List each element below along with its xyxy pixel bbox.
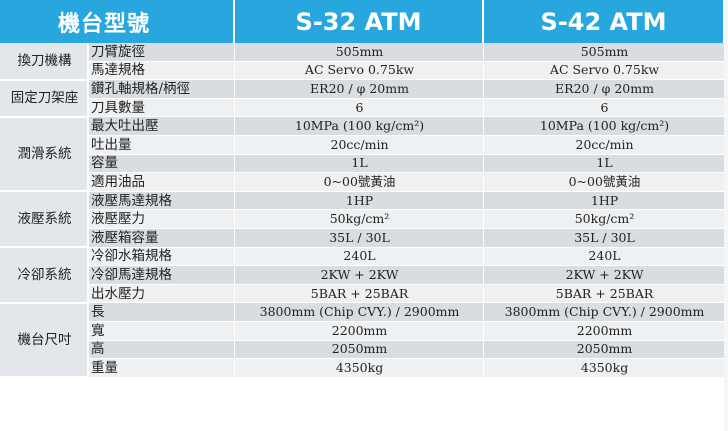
spec-value-s42: 10MPa (100 kg/cm²) — [483, 116, 725, 136]
table-row: 高 2050mm 2050mm — [0, 340, 725, 360]
spec-value-s42: 1L — [483, 154, 725, 174]
spec-value-s32: 50kg/cm² — [234, 209, 484, 229]
spec-value-s42: 50kg/cm² — [483, 209, 725, 229]
spec-value-s42: 2050mm — [483, 340, 725, 360]
spec-item-label: 適用油品 — [88, 172, 235, 192]
spec-value-s42: 2KW + 2KW — [483, 265, 725, 285]
spec-value-s32: 20cc/min — [234, 135, 484, 155]
spec-value-s32: 6 — [234, 98, 484, 118]
table-row: 馬達規格 AC Servo 0.75kw AC Servo 0.75kw — [0, 61, 725, 81]
spec-item-label: 液壓壓力 — [88, 209, 235, 229]
table-row: 換刀機構 刀臂旋徑 505mm 505mm — [0, 43, 725, 81]
spec-value-s32: 10MPa (100 kg/cm²) — [234, 116, 484, 136]
table-row: 潤滑系統 最大吐出壓 10MPa (100 kg/cm²) 10MPa (100 kg… — [0, 116, 725, 193]
table-row: 重量 4350kg 4350kg — [0, 358, 725, 378]
spec-value-s42: 4350kg — [483, 358, 725, 378]
spec-value-s42: 5BAR + 25BAR — [483, 284, 725, 304]
table-row: 固定刀架座 鑽孔軸規格/柄徑 ER20 / φ 20mm ER20 / φ 20mm — [0, 79, 725, 118]
spec-item-label: 冷卻馬達規格 — [88, 265, 235, 285]
spec-value-s42: AC Servo 0.75kw — [483, 61, 725, 81]
spec-value-s42: 1HP — [483, 191, 725, 211]
page-edge — [724, 0, 728, 431]
spec-item-label: 重量 — [88, 358, 235, 378]
spec-value-s32: 3800mm (Chip CVY.) / 2900mm — [234, 302, 484, 322]
spec-value-s32: 1HP — [234, 191, 484, 211]
table-body: 換刀機構 刀臂旋徑 505mm 505mm 馬達規格 AC Servo 0.75kw AC … — [0, 43, 725, 379]
spec-item-label: 馬達規格 — [88, 61, 235, 81]
spec-value-s32: 35L / 30L — [234, 228, 484, 248]
header-model-label: 機台型號 — [0, 0, 236, 43]
spec-item-label: 液壓馬達規格 — [88, 191, 235, 211]
spec-item-label: 長 — [88, 302, 235, 322]
table-row: 液壓箱容量 35L / 30L 35L / 30L — [0, 228, 725, 248]
spec-item-label: 高 — [88, 340, 235, 360]
group-label: 潤滑系統 — [0, 116, 89, 193]
spec-value-s42: 240L — [483, 247, 725, 267]
spec-value-s32: 2050mm — [234, 340, 484, 360]
group-label: 固定刀架座 — [0, 79, 89, 118]
spec-table: 機台型號 S-32 ATM S-42 ATM 換刀機構 刀臂旋徑 505mm 505m… — [0, 0, 726, 379]
spec-value-s32: 505mm — [234, 43, 484, 62]
header-model-s32: S-32 ATM — [234, 0, 485, 43]
spec-item-label: 鑽孔軸規格/柄徑 — [88, 79, 235, 99]
table-row: 冷卻馬達規格 2KW + 2KW 2KW + 2KW — [0, 265, 725, 285]
spec-value-s32: 1L — [234, 154, 484, 174]
table-row: 容量 1L 1L — [0, 154, 725, 174]
table-row: 機台尺吋長 3800mm (Chip CVY.) / 2900mm 3800mm (… — [0, 302, 725, 379]
spec-value-s42: 505mm — [483, 43, 725, 62]
spec-value-s42: 0~00號黃油 — [483, 172, 725, 192]
spec-value-s42: 6 — [483, 98, 725, 118]
spec-value-s32: 0~00號黃油 — [234, 172, 484, 192]
table-row: 液壓系統 液壓馬達規格 1HP 1HP — [0, 191, 725, 249]
spec-item-label: 吐出量 — [88, 135, 235, 155]
table-header: 機台型號 S-32 ATM S-42 ATM — [0, 0, 726, 43]
group-label: 換刀機構 — [0, 43, 89, 81]
spec-value-s32: AC Servo 0.75kw — [234, 61, 484, 81]
spec-value-s32: 240L — [234, 247, 484, 267]
table-row: 寬 2200mm 2200mm — [0, 321, 725, 341]
spec-item-label: 寬 — [88, 321, 235, 341]
spec-item-label: 最大吐出壓 — [88, 116, 235, 136]
spec-value-s42: ER20 / φ 20mm — [483, 79, 725, 99]
group-label: 液壓系統 — [0, 191, 89, 249]
spec-value-s32: 2200mm — [234, 321, 484, 341]
table-row: 刀具數量 6 6 — [0, 98, 725, 118]
spec-value-s42: 35L / 30L — [483, 228, 725, 248]
spec-value-s32: 2KW + 2KW — [234, 265, 484, 285]
spec-item-label: 冷卻水箱規格 — [88, 247, 235, 267]
spec-item-label: 液壓箱容量 — [88, 228, 235, 248]
table-row: 冷卻系統 冷卻水箱規格 240L 240L — [0, 247, 725, 304]
table-row: 液壓壓力 50kg/cm² 50kg/cm² — [0, 209, 725, 229]
spec-value-s42: 20cc/min — [483, 135, 725, 155]
spec-value-s42: 2200mm — [483, 321, 725, 341]
spec-item-label: 刀具數量 — [88, 98, 235, 118]
spec-value-s32: ER20 / φ 20mm — [234, 79, 484, 99]
table-row: 適用油品 0~00號黃油 0~00號黃油 — [0, 172, 725, 192]
table-row: 吐出量 20cc/min 20cc/min — [0, 135, 725, 155]
spec-item-label: 刀臂旋徑 — [88, 43, 235, 62]
spec-value-s42: 3800mm (Chip CVY.) / 2900mm — [483, 302, 725, 322]
table-row: 出水壓力 5BAR + 25BAR 5BAR + 25BAR — [0, 284, 725, 304]
header-model-s42: S-42 ATM — [483, 0, 726, 43]
spec-item-label: 容量 — [88, 154, 235, 174]
group-label: 機台尺吋 — [0, 302, 89, 379]
spec-value-s32: 5BAR + 25BAR — [234, 284, 484, 304]
spec-value-s32: 4350kg — [234, 358, 484, 378]
group-label: 冷卻系統 — [0, 247, 89, 304]
spec-item-label: 出水壓力 — [88, 284, 235, 304]
